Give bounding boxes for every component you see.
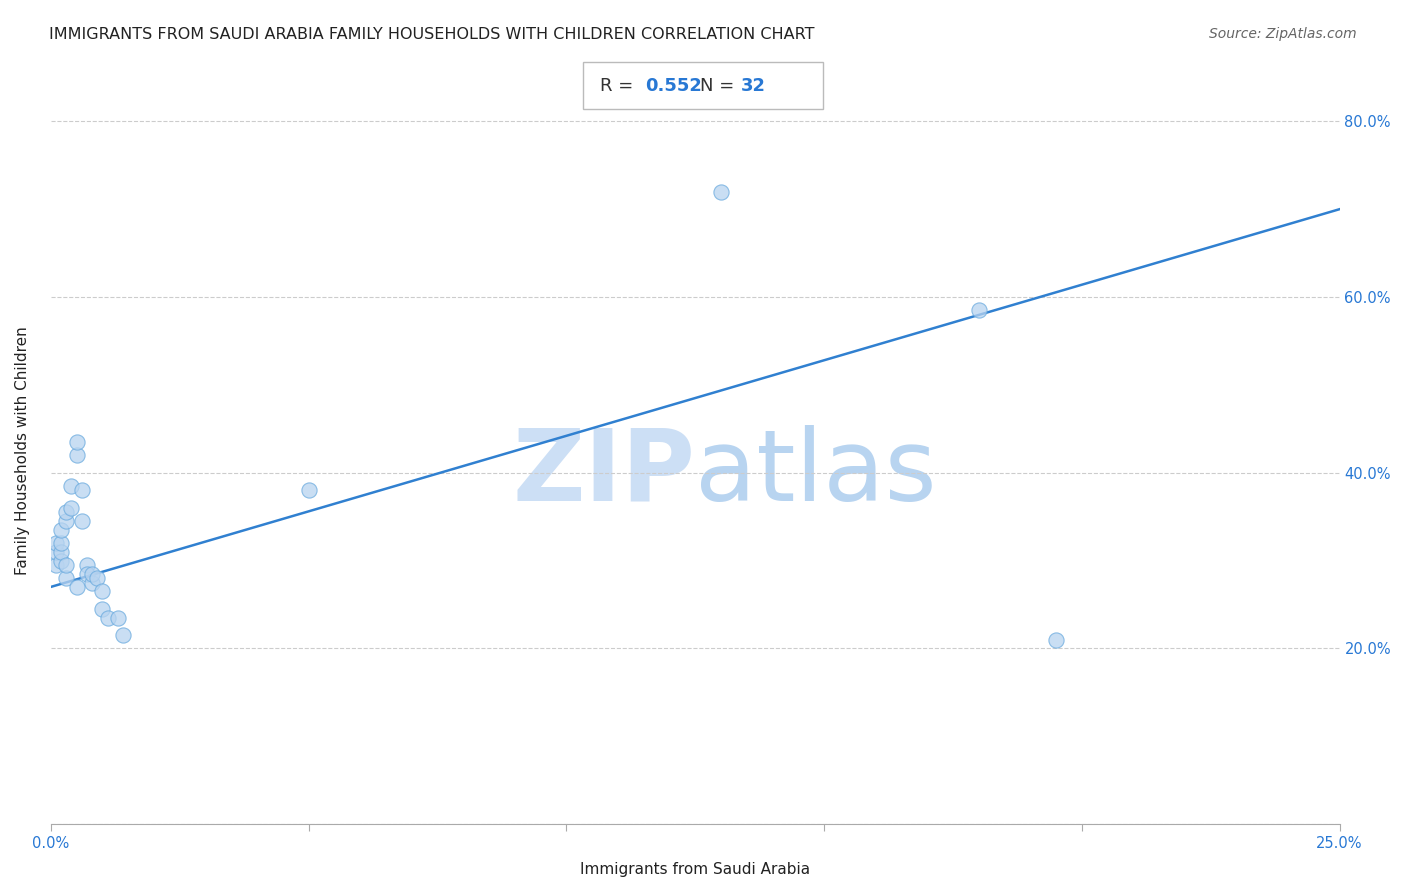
Point (55, 505, 77, 519)
Point (107, 610, 129, 624)
Text: 32: 32 (741, 77, 766, 95)
Text: 0.552: 0.552 (645, 77, 702, 95)
Point (49, 523, 72, 537)
Point (49, 553, 72, 567)
Point (91, 602, 114, 616)
Text: atlas: atlas (695, 425, 936, 522)
Point (76, 566, 98, 581)
Point (65, 580, 87, 594)
Point (65, 434, 87, 449)
Point (91, 584, 114, 599)
Point (60, 500, 83, 515)
Point (65, 448, 87, 462)
Point (55, 571, 77, 585)
Text: IMMIGRANTS FROM SAUDI ARABIA FAMILY HOUSEHOLDS WITH CHILDREN CORRELATION CHART: IMMIGRANTS FROM SAUDI ARABIA FAMILY HOUS… (49, 27, 814, 42)
Point (60, 479, 83, 493)
Point (45, 558, 67, 572)
Point (45, 545, 67, 559)
Text: R =: R = (600, 77, 640, 95)
Point (80, 575, 103, 590)
Text: ZIP: ZIP (512, 425, 695, 522)
Point (86, 571, 108, 585)
Point (1045, 632, 1067, 647)
Point (55, 558, 77, 572)
Point (111, 628, 134, 642)
Point (55, 514, 77, 528)
Point (49, 545, 72, 559)
Point (76, 558, 98, 572)
Y-axis label: Family Households with Children: Family Households with Children (15, 326, 30, 575)
Text: Source: ZipAtlas.com: Source: ZipAtlas.com (1209, 27, 1357, 41)
Point (70, 514, 93, 528)
Point (96, 610, 118, 624)
Point (45, 536, 67, 550)
Point (70, 483, 93, 498)
Text: N =: N = (700, 77, 740, 95)
Point (80, 566, 103, 581)
Point (967, 303, 990, 318)
Point (297, 483, 319, 498)
X-axis label: Immigrants from Saudi Arabia: Immigrants from Saudi Arabia (581, 862, 810, 877)
Point (49, 536, 72, 550)
Point (710, 185, 733, 199)
